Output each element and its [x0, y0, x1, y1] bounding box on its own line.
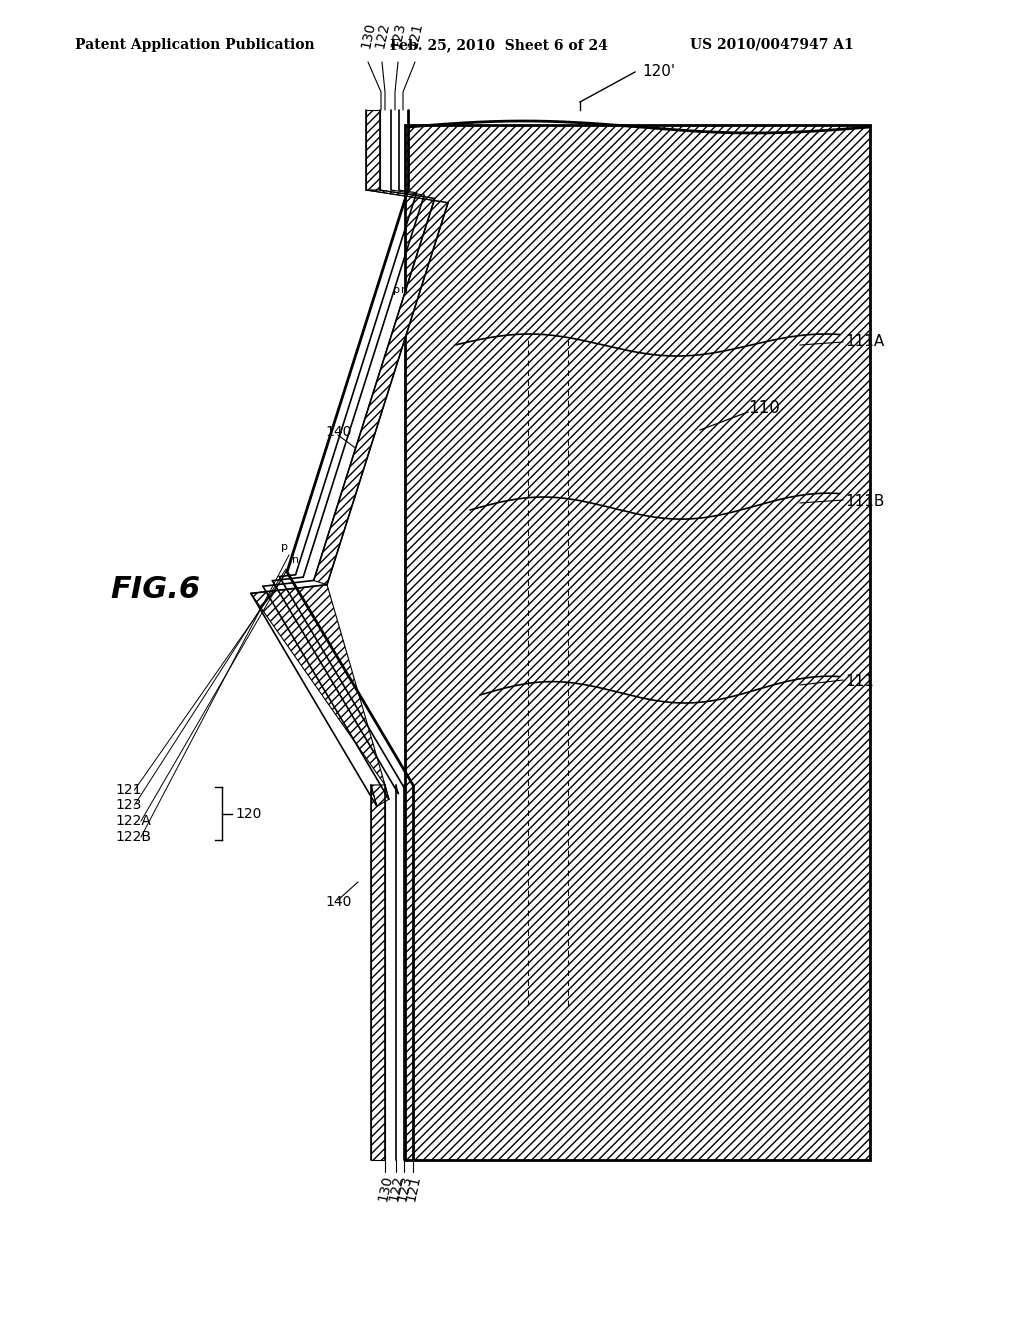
Text: FIG.6: FIG.6: [110, 576, 200, 605]
Text: 130: 130: [376, 1173, 394, 1203]
Text: 140: 140: [325, 895, 351, 909]
Polygon shape: [251, 585, 389, 807]
Text: p: p: [282, 543, 289, 552]
Text: 122B: 122B: [115, 830, 151, 843]
Text: 122: 122: [386, 1173, 406, 1203]
Text: p: p: [392, 285, 399, 294]
Text: 130: 130: [358, 21, 378, 50]
Text: 120: 120: [234, 807, 261, 821]
Text: 111: 111: [845, 675, 873, 689]
Polygon shape: [366, 110, 380, 190]
Text: US 2010/0047947 A1: US 2010/0047947 A1: [690, 38, 854, 51]
Text: n: n: [293, 554, 300, 565]
Polygon shape: [406, 125, 870, 1160]
Text: 123: 123: [388, 21, 408, 50]
Text: 111B: 111B: [845, 495, 885, 510]
Text: 121: 121: [403, 1173, 423, 1203]
Polygon shape: [313, 190, 449, 585]
Text: 110: 110: [748, 399, 779, 417]
Text: 120': 120': [642, 65, 675, 79]
Text: 111A: 111A: [845, 334, 885, 350]
Polygon shape: [371, 785, 385, 1160]
Text: 123: 123: [115, 799, 141, 812]
Text: Patent Application Publication: Patent Application Publication: [75, 38, 314, 51]
Text: 121: 121: [115, 783, 141, 797]
Text: 123: 123: [394, 1173, 414, 1203]
Text: Feb. 25, 2010  Sheet 6 of 24: Feb. 25, 2010 Sheet 6 of 24: [390, 38, 608, 51]
Text: 122A: 122A: [115, 814, 151, 828]
Text: 121: 121: [406, 21, 425, 50]
Text: 140: 140: [325, 425, 351, 440]
Text: n: n: [401, 285, 409, 294]
Text: 122: 122: [373, 21, 391, 50]
